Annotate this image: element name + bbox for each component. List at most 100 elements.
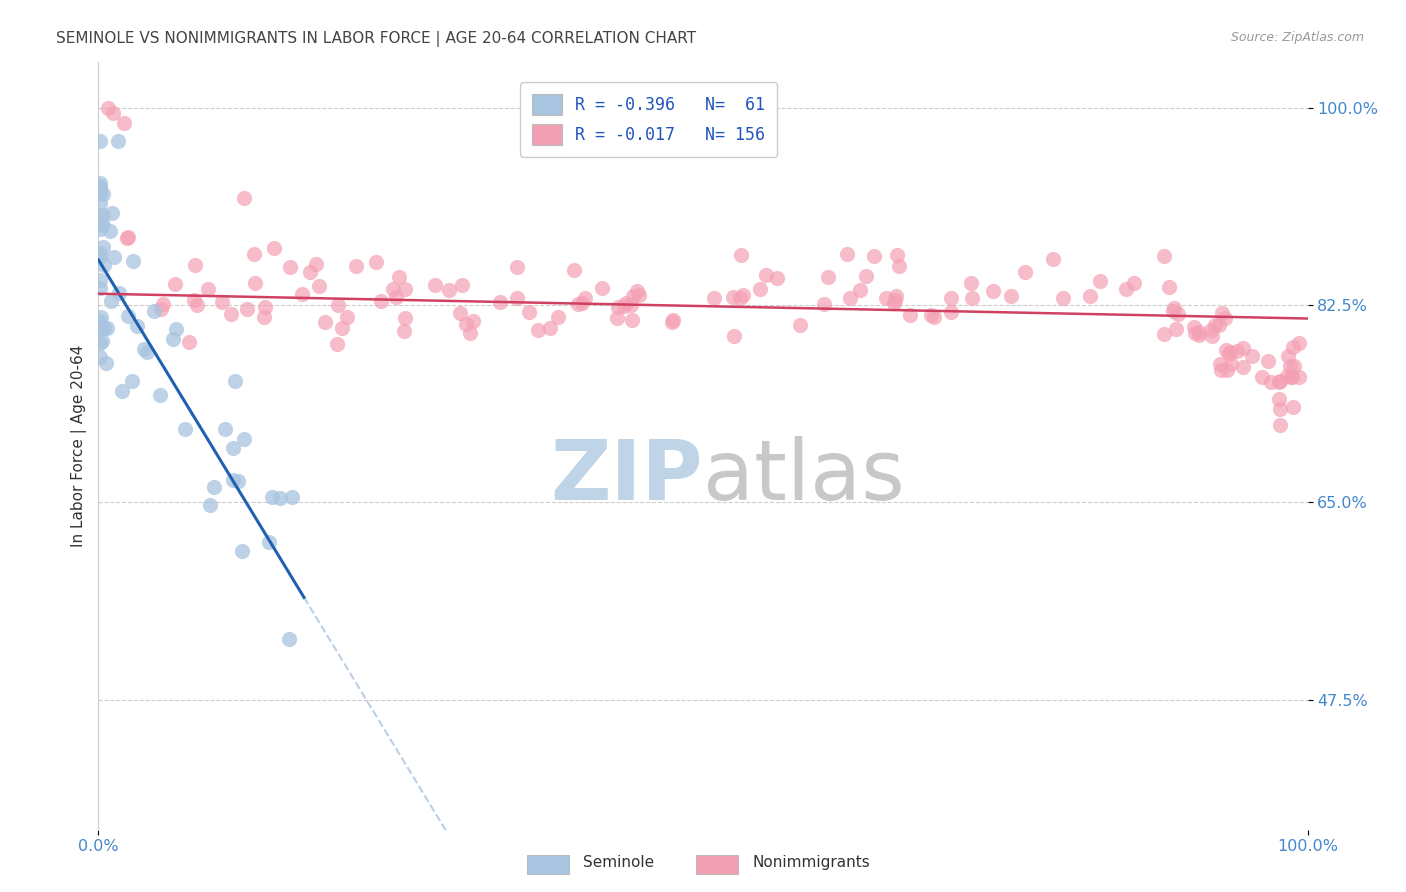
Point (89, 273, 111, 287)
Point (883, 296, 905, 310)
Point (920, 308, 942, 322)
Point (89, 280, 111, 294)
Point (278, 632, 301, 646)
Point (121, 374, 143, 388)
Point (198, 499, 221, 513)
Point (221, 306, 243, 320)
Point (1042, 252, 1064, 266)
Point (243, 247, 266, 261)
Point (1215, 343, 1237, 357)
Point (382, 282, 405, 296)
Point (1232, 359, 1254, 374)
Point (226, 474, 249, 488)
Point (1211, 306, 1233, 320)
Point (1153, 326, 1175, 341)
Point (547, 310, 569, 324)
Point (1257, 354, 1279, 368)
Point (1201, 323, 1223, 337)
Point (817, 269, 839, 284)
Point (1278, 359, 1301, 374)
Point (152, 297, 174, 311)
Point (450, 277, 472, 292)
Point (1277, 349, 1299, 363)
Point (835, 247, 858, 261)
Point (1218, 347, 1240, 361)
Point (1260, 375, 1282, 389)
Point (1188, 328, 1211, 343)
Point (748, 282, 770, 296)
Point (387, 270, 409, 285)
Point (1279, 369, 1302, 384)
Point (886, 248, 908, 262)
Point (1167, 307, 1189, 321)
Point (1209, 362, 1232, 376)
Point (330, 321, 353, 335)
Text: Source: ZipAtlas.com: Source: ZipAtlas.com (1230, 31, 1364, 45)
Point (179, 334, 201, 349)
Point (326, 298, 349, 312)
Point (162, 332, 184, 346)
Point (236, 301, 259, 316)
Point (103, 250, 125, 264)
Point (364, 255, 387, 269)
Point (93, 259, 115, 273)
Point (344, 259, 367, 273)
Point (1288, 335, 1310, 350)
Point (97, 101, 120, 115)
Point (93, 208, 115, 222)
Point (1163, 301, 1185, 315)
Point (616, 296, 638, 310)
Point (280, 260, 302, 275)
Point (1284, 359, 1306, 373)
Point (184, 258, 207, 272)
Point (314, 315, 336, 329)
Point (1204, 318, 1226, 332)
Point (263, 241, 285, 255)
Point (1052, 291, 1074, 305)
Point (855, 268, 877, 283)
Point (262, 490, 284, 504)
Point (89, 176, 111, 190)
Point (1241, 350, 1264, 364)
Point (1182, 319, 1205, 334)
Point (1078, 289, 1101, 303)
Point (1232, 341, 1254, 355)
Point (848, 283, 870, 297)
Point (1268, 392, 1291, 407)
Point (326, 336, 349, 351)
Point (526, 323, 548, 337)
Point (232, 191, 254, 205)
Point (1157, 279, 1180, 293)
Point (1201, 329, 1223, 343)
Point (730, 247, 752, 261)
Point (863, 249, 886, 263)
Point (89, 336, 111, 351)
Point (517, 305, 540, 319)
Point (89, 314, 111, 328)
Point (1166, 322, 1188, 336)
Point (233, 432, 256, 446)
Point (449, 306, 471, 320)
Point (1161, 304, 1184, 318)
Point (1281, 340, 1303, 354)
Point (135, 345, 157, 359)
Point (90, 310, 112, 324)
Point (150, 301, 173, 316)
Point (939, 305, 962, 319)
Point (562, 263, 585, 277)
Point (813, 297, 835, 311)
Point (458, 326, 481, 340)
Point (839, 291, 862, 305)
Point (789, 318, 811, 333)
Point (437, 283, 460, 297)
Point (875, 291, 897, 305)
Point (613, 299, 636, 313)
Point (299, 265, 322, 279)
Point (939, 291, 962, 305)
Point (269, 491, 291, 505)
Point (112, 116, 135, 130)
Point (166, 322, 188, 336)
Point (127, 319, 149, 334)
Point (89, 250, 111, 264)
Point (766, 271, 789, 285)
